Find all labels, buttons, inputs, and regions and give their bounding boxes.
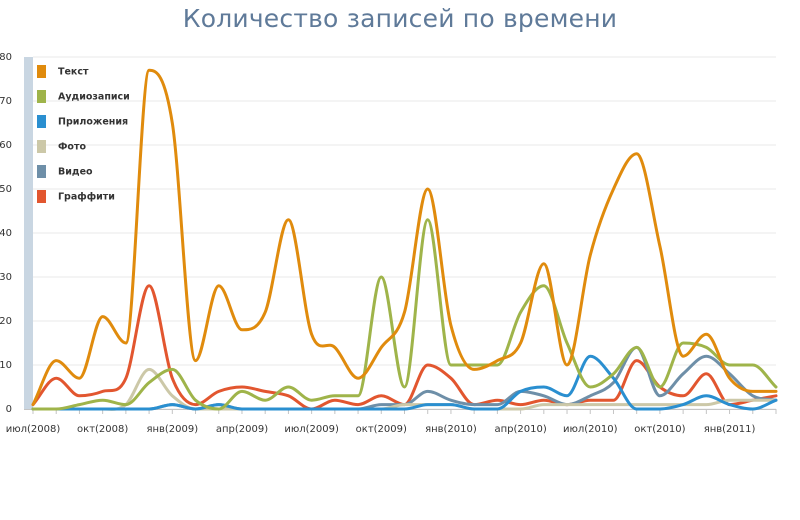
series-line bbox=[31, 218, 778, 411]
legend-swatch bbox=[37, 90, 46, 103]
x-tick-label: июл(2010) bbox=[563, 424, 618, 435]
y-tick-label: 30 bbox=[0, 272, 12, 283]
y-tick-label: 0 bbox=[6, 404, 12, 415]
legend-label: Фото bbox=[58, 142, 86, 153]
y-tick-label: 40 bbox=[0, 228, 12, 239]
legend-swatch bbox=[37, 165, 46, 178]
legend-label: Граффити bbox=[58, 192, 115, 203]
legend-label: Текст bbox=[58, 67, 89, 78]
legend-swatch bbox=[37, 115, 46, 128]
x-tick-label: июл(2008) bbox=[6, 424, 61, 435]
x-tick-label: янв(2009) bbox=[146, 424, 198, 435]
y-tick-label: 50 bbox=[0, 184, 12, 195]
x-tick-label: окт(2009) bbox=[356, 424, 407, 435]
y-tick-label: 80 bbox=[0, 52, 12, 63]
x-tick-label: янв(2011) bbox=[704, 424, 756, 435]
legend-label: Аудиозаписи bbox=[58, 92, 130, 103]
series-line bbox=[31, 68, 778, 407]
x-tick-label: апр(2010) bbox=[494, 424, 546, 435]
series-line bbox=[31, 367, 778, 411]
series-line bbox=[31, 345, 778, 411]
y-tick-label: 60 bbox=[0, 140, 12, 151]
legend-label: Видео bbox=[58, 167, 93, 178]
chart-title: Количество записей по времени bbox=[182, 4, 618, 33]
axis-strip bbox=[24, 57, 33, 409]
series-line bbox=[31, 284, 778, 411]
x-tick-label: окт(2010) bbox=[634, 424, 685, 435]
x-tick-label: апр(2009) bbox=[216, 424, 268, 435]
legend-swatch bbox=[37, 190, 46, 203]
y-tick-label: 20 bbox=[0, 316, 12, 327]
x-tick-label: окт(2008) bbox=[77, 424, 128, 435]
legend-swatch bbox=[37, 140, 46, 153]
series-line bbox=[31, 354, 778, 411]
x-tick-label: июл(2009) bbox=[284, 424, 339, 435]
y-tick-label: 70 bbox=[0, 96, 12, 107]
x-tick-label: янв(2010) bbox=[425, 424, 477, 435]
legend-swatch bbox=[37, 65, 46, 78]
legend-label: Приложения bbox=[58, 117, 128, 128]
y-tick-label: 10 bbox=[0, 360, 12, 371]
